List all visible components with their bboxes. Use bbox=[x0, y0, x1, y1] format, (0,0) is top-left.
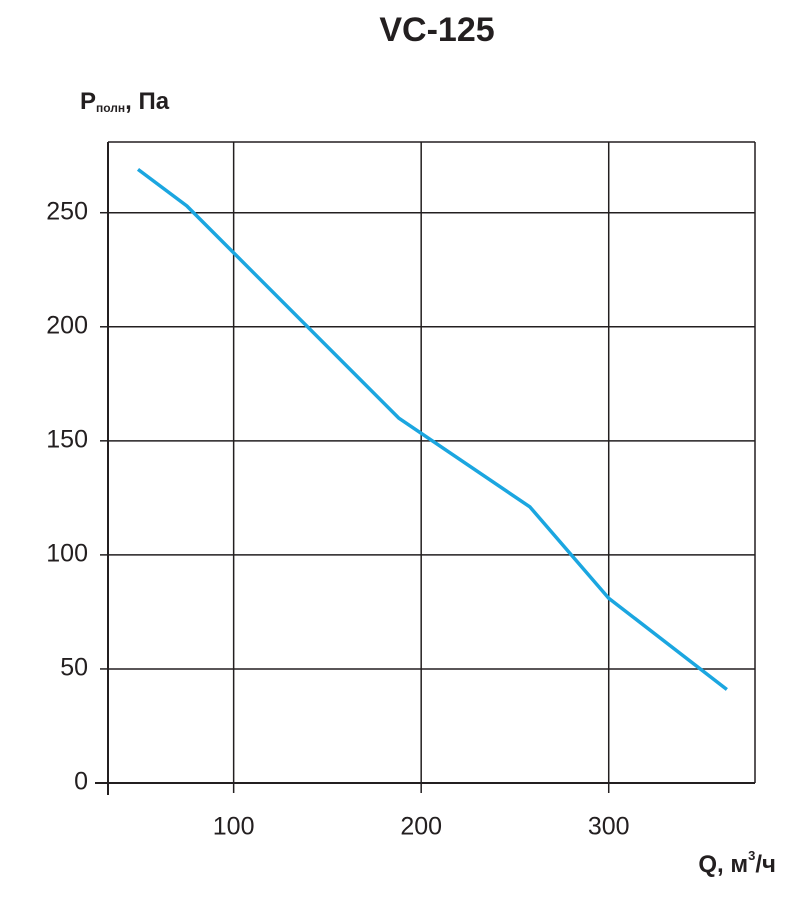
x-tick-label: 300 bbox=[588, 813, 630, 841]
x-label-main: Q, м bbox=[698, 851, 748, 878]
y-tick-label: 0 bbox=[74, 768, 88, 796]
x-tick-label: 100 bbox=[213, 813, 255, 841]
data-line bbox=[136, 167, 728, 691]
x-label-rest: /ч bbox=[755, 851, 776, 878]
y-label-subscript: полн bbox=[96, 101, 125, 115]
y-tick-label: 150 bbox=[46, 425, 88, 453]
y-label-rest: , Па bbox=[125, 88, 170, 115]
y-label-main: P bbox=[80, 88, 96, 115]
chart-title: VC-125 bbox=[379, 11, 494, 49]
x-tick-label: 200 bbox=[400, 813, 442, 841]
y-tick-label: 100 bbox=[46, 539, 88, 567]
x-axis-label: Q, м3/ч bbox=[698, 848, 776, 878]
y-tick-label: 250 bbox=[46, 197, 88, 225]
y-axis-label: Pполн, Па bbox=[80, 88, 170, 115]
y-tick-label: 50 bbox=[60, 654, 88, 682]
y-tick-label: 200 bbox=[46, 311, 88, 339]
x-label-superscript: 3 bbox=[748, 848, 755, 863]
